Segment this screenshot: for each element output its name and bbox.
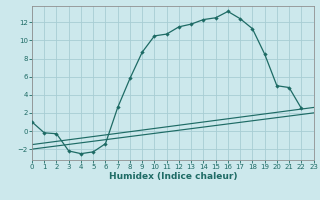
X-axis label: Humidex (Indice chaleur): Humidex (Indice chaleur) [108, 172, 237, 181]
